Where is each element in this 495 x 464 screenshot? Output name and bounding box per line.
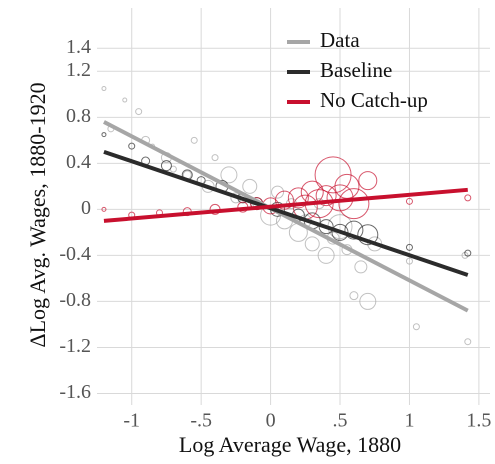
data-point (160, 160, 172, 172)
data-point (317, 246, 335, 264)
data-point (211, 154, 219, 162)
x-tick-label: 1.5 (466, 410, 491, 432)
fit-line (103, 120, 469, 313)
data-point (464, 194, 472, 202)
data-point (274, 190, 294, 210)
data-point (135, 108, 143, 116)
data-point (271, 185, 285, 199)
legend-label: Baseline (320, 58, 392, 82)
x-tick-label: .5 (333, 410, 348, 432)
data-point (464, 338, 472, 346)
fit-line (103, 187, 468, 223)
x-tick-label: -1 (123, 410, 140, 432)
x-tick-label: -.5 (190, 410, 212, 432)
y-tick-label: -0.4 (59, 243, 91, 265)
legend: Data Baseline No Catch-up (287, 28, 428, 112)
data-point (190, 136, 198, 144)
data-point (101, 132, 107, 138)
y-axis-title: ΔLog Avg. Wages, 1880-1920 (25, 82, 50, 347)
fit-line (103, 149, 469, 277)
y-tick-label: 0.4 (66, 151, 91, 173)
data-point (405, 257, 413, 265)
data-point (405, 197, 413, 205)
y-tick-label: 1.4 (66, 36, 91, 58)
y-tick-label: -1.2 (59, 335, 91, 357)
data-point (354, 260, 368, 274)
data-point (300, 180, 324, 204)
data-point (412, 323, 420, 331)
y-tick-label: 1.2 (66, 59, 91, 81)
y-tick-label: -0.8 (59, 289, 91, 311)
legend-label: No Catch-up (320, 88, 428, 112)
data-point (464, 249, 472, 257)
data-point (304, 236, 320, 252)
legend-label: Data (320, 28, 360, 52)
data-point (122, 97, 128, 103)
x-axis-title: Log Average Wage, 1880 (179, 432, 401, 457)
y-tick-label: -1.6 (59, 381, 91, 403)
x-tick-label: 0 (266, 410, 276, 432)
y-tick-label: 0 (81, 197, 91, 219)
x-tick-label: 1 (404, 410, 414, 432)
data-point (315, 185, 337, 207)
data-point (357, 224, 379, 246)
data-point (287, 187, 309, 209)
plot-area (97, 8, 490, 405)
data-point (405, 243, 413, 251)
y-tick-label: 0.8 (66, 105, 91, 127)
data-point (101, 206, 107, 212)
data-point (358, 171, 378, 191)
data-point (338, 188, 370, 220)
data-point (349, 291, 359, 301)
data-point (128, 142, 136, 150)
data-point (101, 86, 107, 92)
data-point (344, 220, 364, 240)
data-point (242, 178, 258, 194)
data-point (359, 292, 377, 310)
data-point (220, 166, 238, 184)
